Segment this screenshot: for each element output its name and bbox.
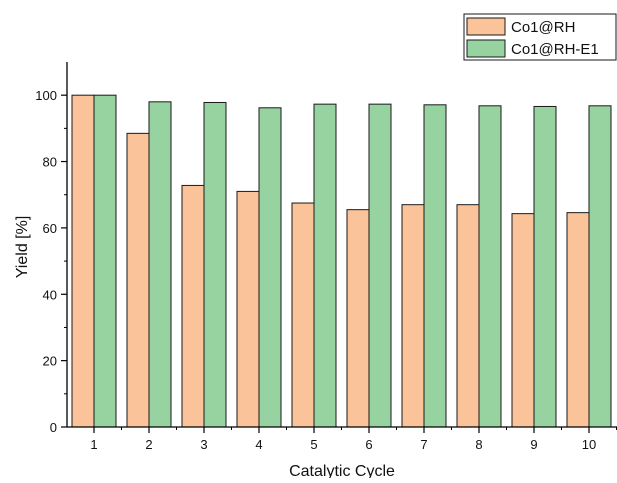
bar-co1-rh-cycle-5 [291,202,315,428]
bar-co1-rh-cycle-3 [181,184,205,428]
bar-co1-rh-e1-cycle-10 [588,105,612,428]
y-tick-label-100: 100 [35,88,57,103]
bar-co1-rh-cycle-9 [511,213,535,428]
bar-co1-rh-cycle-7 [401,204,425,428]
x-tick-label-9: 9 [530,437,537,452]
bar-co1-rh-e1-cycle-7 [423,104,447,428]
x-tick-label-4: 4 [255,437,262,452]
legend-label-co1-rh: Co1@RH [511,19,575,36]
x-tick-label-3: 3 [200,437,207,452]
bar-co1-rh-cycle-6 [346,209,370,428]
bar-co1-rh-e1-cycle-2 [148,101,172,428]
bar-co1-rh-cycle-8 [456,204,480,428]
y-tick-label-60: 60 [43,221,57,236]
y-tick-label-0: 0 [50,420,57,435]
bar-co1-rh-e1-cycle-4 [258,107,282,428]
x-tick-label-8: 8 [475,437,482,452]
bar-co1-rh-cycle-1 [71,94,95,428]
bar-co1-rh-e1-cycle-6 [368,103,392,428]
y-tick-label-20: 20 [43,354,57,369]
bar-co1-rh-e1-cycle-5 [313,103,337,428]
x-tick-label-5: 5 [310,437,317,452]
y-tick-label-80: 80 [43,155,57,170]
x-tick-label-10: 10 [582,437,596,452]
x-tick-label-6: 6 [365,437,372,452]
legend-swatch-co1-rh [466,17,506,36]
bar-co1-rh-cycle-4 [236,190,260,428]
bar-co1-rh-e1-cycle-1 [93,94,117,428]
y-tick-label-40: 40 [43,287,57,302]
bar-co1-rh-e1-cycle-3 [203,101,227,428]
legend-swatch-co1-rh-e1 [466,39,506,58]
x-tick-label-7: 7 [420,437,427,452]
x-axis-title: Catalytic Cycle [289,463,395,478]
bar-co1-rh-e1-cycle-8 [478,105,502,428]
bar-co1-rh-e1-cycle-9 [533,105,557,428]
legend: Co1@RH Co1@RH-E1 [463,13,617,61]
bar-co1-rh-cycle-2 [126,132,150,428]
y-axis-title: Yield [%] [14,216,31,279]
legend-label-co1-rh-e1: Co1@RH-E1 [511,41,599,58]
x-tick-label-1: 1 [90,437,97,452]
x-tick-label-2: 2 [145,437,152,452]
bars-layer [71,94,612,428]
axes-layer: 0 20 40 60 80 100 1 2 3 4 5 6 7 8 9 10 [35,62,617,452]
bar-co1-rh-cycle-10 [566,212,590,428]
